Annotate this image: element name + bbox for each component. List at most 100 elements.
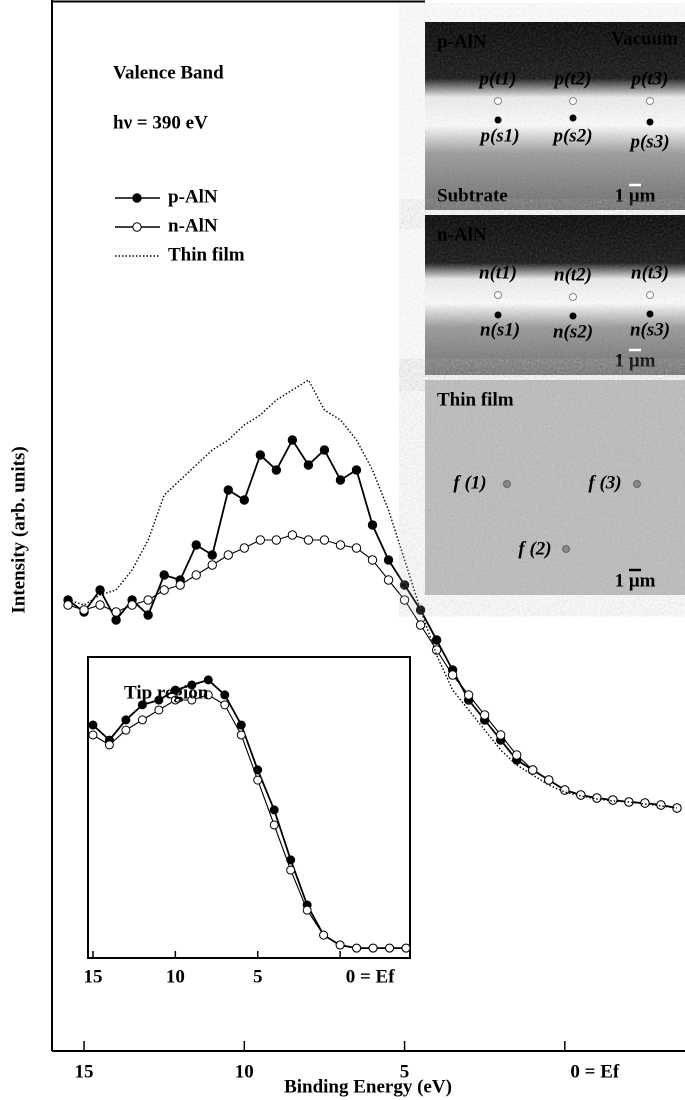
data-point <box>319 930 329 940</box>
annotation: hν = 390 eV <box>113 112 208 133</box>
data-point <box>592 793 602 803</box>
point-label: p(t1) <box>478 68 517 89</box>
data-point <box>121 725 131 735</box>
data-point <box>154 705 164 715</box>
micrograph-texture <box>425 22 685 210</box>
data-point <box>303 460 314 470</box>
data-point <box>496 730 506 740</box>
plot-area <box>63 379 682 813</box>
data-point <box>367 555 378 565</box>
x-tick-label: 5 <box>400 1061 410 1082</box>
probe-point <box>569 114 577 122</box>
data-point <box>303 535 314 545</box>
data-point <box>576 790 586 800</box>
data-point <box>479 710 490 720</box>
data-point <box>286 865 296 875</box>
data-point <box>255 450 266 460</box>
point-label: f (1) <box>453 472 486 493</box>
data-point <box>335 940 345 950</box>
x-tick-label: 10 <box>235 1061 254 1082</box>
data-point <box>220 690 230 700</box>
x-tick-label: 5 <box>253 966 263 987</box>
data-point <box>223 550 233 560</box>
data-point <box>463 690 474 700</box>
data-point <box>271 465 282 475</box>
data-point <box>271 535 282 545</box>
point-label: p(t3) <box>630 68 669 89</box>
data-point <box>399 580 410 590</box>
legend-label: p-AlN <box>168 186 218 207</box>
legend-marker <box>132 222 142 232</box>
annotation: Valence Band <box>113 62 224 83</box>
data-point <box>560 785 570 795</box>
data-point <box>111 607 121 617</box>
data-point <box>319 445 330 455</box>
panel-title: p-AlN <box>437 31 487 52</box>
data-point <box>154 695 164 705</box>
point-label: n(s1) <box>480 319 520 340</box>
probe-point <box>562 545 570 553</box>
probe-point <box>646 118 654 126</box>
point-label: n(t3) <box>631 262 669 283</box>
data-point <box>187 695 197 705</box>
data-point <box>111 615 121 625</box>
data-point <box>431 635 442 645</box>
point-label: p(t2) <box>553 68 592 89</box>
data-point <box>137 715 147 725</box>
data-point <box>287 530 298 540</box>
data-point <box>253 775 263 785</box>
probe-point <box>494 291 502 299</box>
data-point <box>447 670 458 680</box>
data-point <box>127 600 137 610</box>
probe-point <box>503 480 511 488</box>
probe-point <box>646 291 654 299</box>
data-point <box>269 820 279 830</box>
data-point <box>383 555 394 565</box>
data-point <box>170 685 180 695</box>
probe-point <box>569 97 577 105</box>
data-point <box>63 600 73 610</box>
data-point <box>352 943 362 953</box>
data-point <box>207 560 217 570</box>
data-point <box>399 595 410 605</box>
data-point <box>335 475 346 485</box>
micrograph-texture <box>425 380 685 595</box>
data-point <box>95 585 105 595</box>
data-point <box>415 620 426 630</box>
data-point <box>431 645 442 655</box>
probe-point <box>569 293 577 301</box>
probe-point <box>494 311 502 319</box>
x-tick-label: 15 <box>75 1061 94 1082</box>
x-tick-label: 15 <box>83 966 102 987</box>
point-label: p(s2) <box>551 125 592 146</box>
data-point <box>368 943 378 953</box>
data-point <box>79 605 89 615</box>
probe-point <box>646 97 654 105</box>
data-point <box>351 543 362 553</box>
panel-region-label: Subtrate <box>437 185 508 206</box>
micrograph-texture <box>425 215 685 375</box>
data-point <box>104 740 114 750</box>
point-label: n(t2) <box>554 264 592 285</box>
data-point <box>143 595 153 605</box>
data-point <box>191 540 201 550</box>
probe-point <box>569 312 577 320</box>
data-point <box>269 805 279 815</box>
point-label: n(s2) <box>553 321 593 342</box>
inset-title: Tip region <box>124 682 209 703</box>
legend-marker <box>132 193 142 203</box>
plot-area <box>88 675 410 953</box>
data-point <box>640 798 650 808</box>
data-point <box>223 485 233 495</box>
data-point <box>239 543 250 553</box>
data-point <box>220 700 230 710</box>
data-point <box>187 680 197 690</box>
data-point <box>302 905 312 915</box>
panel-title: Thin film <box>437 389 514 410</box>
data-point <box>207 550 217 560</box>
point-label: f (2) <box>518 538 551 559</box>
data-point <box>175 580 185 590</box>
data-point <box>236 730 246 740</box>
data-point <box>287 435 298 445</box>
